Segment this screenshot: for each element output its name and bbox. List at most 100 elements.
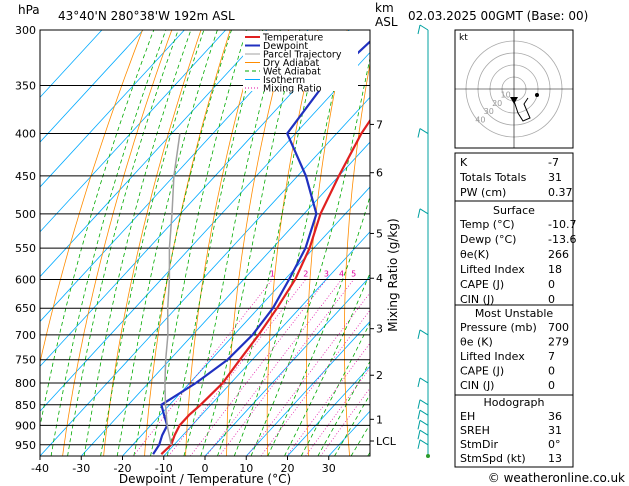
mixing-ratio-line (218, 279, 354, 456)
index-row-label: PW (cm) (460, 186, 506, 199)
wind-barb (419, 419, 429, 426)
unstable-title: Most Unstable (475, 307, 554, 320)
wind-barb-flag (417, 128, 421, 138)
hpa-unit-label: hPa (18, 3, 40, 17)
plot-axes: 3003504004505005506006507007508008509009… (15, 24, 397, 475)
surface-row-label: θe(K) (460, 248, 489, 261)
hodograph-index-row-value: 31 (548, 424, 562, 437)
unstable-box (454, 304, 574, 396)
pressure-tick-label: 450 (15, 170, 36, 183)
x-tick-label: -40 (31, 462, 49, 475)
dry-adiabat-line (417, 30, 435, 456)
temperature-line (160, 118, 370, 455)
wet-adiabat-line (334, 393, 370, 456)
surface-wind-dot (426, 454, 430, 458)
isotherm-line (40, 30, 309, 323)
location-label: 43°40'N 280°38'W 192m ASL (58, 9, 235, 23)
hodograph-ring-label: 40 (475, 116, 485, 125)
index-row-value: -7 (548, 156, 559, 169)
dry-adiabat-line (40, 30, 143, 365)
x-axis-title: Dewpoint / Temperature (°C) (119, 472, 291, 486)
hodograph-index-row-label: StmDir (460, 438, 499, 451)
surface-row-label: Dewp (°C) (460, 233, 516, 246)
wind-barb (419, 409, 429, 416)
index-row-value: 31 (548, 171, 562, 184)
pressure-tick-label: 700 (15, 329, 36, 342)
wet-adiabat-line (116, 30, 218, 456)
unstable-row-label: Pressure (mb) (460, 321, 537, 334)
storm-motion-marker (510, 97, 518, 104)
datetime-label: 02.03.2025 00GMT (Base: 00) (408, 9, 588, 23)
wet-adiabat-line (40, 30, 155, 429)
wind-barb-flag (417, 420, 421, 430)
wind-barb-flag (417, 377, 421, 388)
wet-adiabat-line (233, 30, 348, 456)
wet-adiabat-line (250, 56, 370, 456)
legend-label: Parcel Trajectory (263, 50, 342, 61)
isotherm-line (245, 320, 370, 456)
km-tick-label: 7 (376, 118, 383, 131)
isotherm-line (40, 30, 350, 367)
wind-barb (419, 128, 429, 134)
hodograph-index-row-value: 0° (548, 438, 561, 451)
wind-barb-flag (417, 430, 421, 440)
parcel-trajectory-line (164, 133, 181, 445)
dry-adiabat-line (610, 30, 629, 456)
isotherm-line (204, 276, 370, 456)
pressure-tick-label: 850 (15, 399, 36, 412)
mixing-ratio-line (286, 342, 370, 456)
mixing-ratio-line (260, 309, 370, 456)
lcl-label: LCL (376, 435, 397, 448)
legend-label: Dry Adiabat (263, 58, 320, 69)
wind-barb-flag (417, 24, 421, 35)
km-tick-label: 3 (376, 323, 383, 336)
x-tick-label: 30 (322, 462, 336, 475)
x-tick-label: -10 (155, 462, 173, 475)
pressure-tick-label: 300 (15, 24, 36, 37)
km-tick-label: 6 (376, 167, 383, 180)
wind-barb (419, 329, 429, 336)
mixing-ratio-label: 25 (444, 269, 454, 278)
hodograph-index-row-label: SREH (460, 424, 490, 437)
hodograph-index-row-label: EH (460, 410, 475, 423)
wet-adiabat-line (150, 30, 247, 456)
unstable-row-label: CIN (J) (460, 379, 494, 392)
indices-top-box (454, 152, 574, 202)
surface-row-label: CIN (J) (460, 293, 494, 306)
pressure-tick-label: 800 (15, 377, 36, 390)
x-tick-label: 20 (281, 462, 295, 475)
index-row-label: K (460, 156, 468, 169)
legend-label: Wet Adiabat (263, 67, 321, 78)
wind-barb-flag (417, 439, 421, 449)
legend-background (243, 31, 358, 91)
isotherm-line (40, 30, 144, 143)
wind-barb (419, 439, 429, 446)
hodograph-index-row-value: 36 (548, 410, 562, 423)
hodograph-ring-label: 30 (484, 107, 494, 116)
wind-barb (419, 399, 429, 406)
unstable-row-label: Lifted Index (460, 350, 525, 363)
km-tick-label: 2 (376, 369, 383, 382)
hodograph-ring-label: 20 (492, 99, 502, 108)
surface-row-label: Lifted Index (460, 263, 525, 276)
wet-adiabat-line (284, 272, 370, 456)
surface-row-value: 18 (548, 263, 562, 276)
surface-row-label: CAPE (J) (460, 278, 504, 291)
plot-background: 1 2 3 4 5 8 10 15 20 25 (40, 30, 629, 456)
dewpoint-line (152, 40, 370, 455)
isotherm-line (40, 30, 226, 233)
unstable-row-value: 0 (548, 379, 555, 392)
mixing-ratio-label: 15 (412, 269, 422, 278)
wind-barb-flag (417, 410, 421, 420)
dry-adiabat-line (62, 30, 173, 456)
surface-row-value: 0 (548, 293, 555, 306)
x-tick-label: 0 (202, 462, 209, 475)
wind-barb (419, 24, 429, 31)
x-tick-label: -20 (114, 462, 132, 475)
pressure-tick-label: 600 (15, 273, 36, 286)
mixing-ratio-line (305, 367, 370, 456)
dry-adiabat-line (344, 61, 370, 456)
legend-label: Dewpoint (263, 41, 308, 52)
isotherm-line (40, 96, 370, 456)
